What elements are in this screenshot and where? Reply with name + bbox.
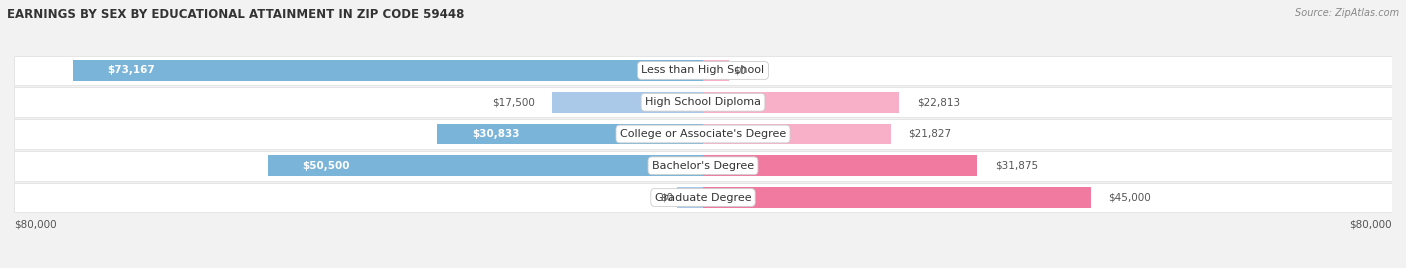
Bar [703,187,1091,208]
Bar [703,155,977,176]
Text: College or Associate's Degree: College or Associate's Degree [620,129,786,139]
Text: High School Diploma: High School Diploma [645,97,761,107]
Text: $31,875: $31,875 [994,161,1038,171]
Text: Graduate Degree: Graduate Degree [655,192,751,203]
Bar [14,87,1392,117]
Text: $73,167: $73,167 [107,65,155,76]
Text: $21,827: $21,827 [908,129,952,139]
Bar [14,151,1392,181]
Bar [703,124,891,144]
Bar [269,155,703,176]
Text: Source: ZipAtlas.com: Source: ZipAtlas.com [1295,8,1399,18]
Text: $30,833: $30,833 [472,129,519,139]
Text: $50,500: $50,500 [302,161,350,171]
Bar [703,60,728,81]
Bar [14,56,1392,85]
Bar [14,183,1392,212]
Text: $0: $0 [659,192,673,203]
Text: $45,000: $45,000 [1108,192,1150,203]
Bar [678,187,703,208]
Text: $17,500: $17,500 [492,97,536,107]
Bar [73,60,703,81]
Text: EARNINGS BY SEX BY EDUCATIONAL ATTAINMENT IN ZIP CODE 59448: EARNINGS BY SEX BY EDUCATIONAL ATTAINMEN… [7,8,464,21]
Text: $0: $0 [733,65,747,76]
Text: Bachelor's Degree: Bachelor's Degree [652,161,754,171]
Text: $80,000: $80,000 [14,220,56,230]
Bar [703,92,900,113]
Text: $22,813: $22,813 [917,97,960,107]
Bar [553,92,703,113]
Bar [437,124,703,144]
Text: Less than High School: Less than High School [641,65,765,76]
Bar [14,119,1392,149]
Text: $80,000: $80,000 [1350,220,1392,230]
